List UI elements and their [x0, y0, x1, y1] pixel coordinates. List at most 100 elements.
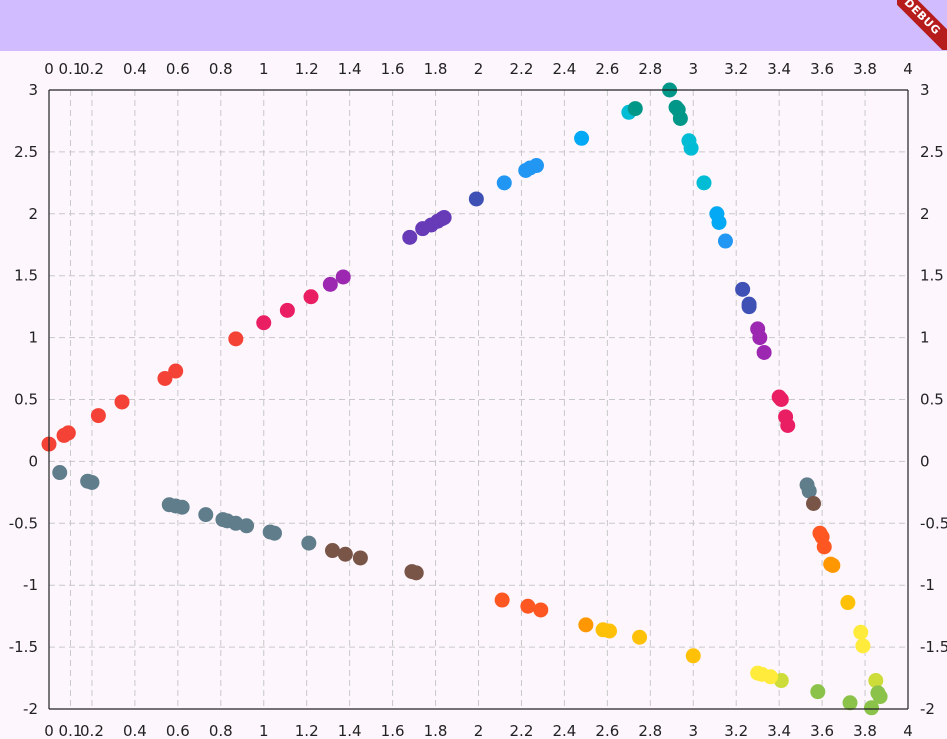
y-tick-label-left: 2.5	[14, 143, 38, 161]
y-tick-label-right: 2	[920, 205, 930, 223]
x-tick-label-top: 3.8	[853, 60, 877, 78]
x-tick-label-bottom: 0.1	[59, 722, 83, 739]
x-tick-label-bottom: 0	[44, 722, 54, 739]
scatter-point	[436, 210, 452, 226]
y-tick-label-right: 1	[920, 329, 930, 347]
scatter-point	[578, 617, 594, 633]
x-tick-label-top: 0.4	[123, 60, 147, 78]
scatter-point	[161, 497, 177, 513]
y-tick-label-left: -1.5	[9, 638, 38, 656]
x-tick-label-bottom: 1.8	[424, 722, 448, 739]
x-tick-label-bottom: 0.8	[209, 722, 233, 739]
scatter-point	[52, 465, 68, 481]
x-tick-label-top: 0.2	[80, 60, 104, 78]
scatter-point	[855, 638, 871, 654]
scatter-point	[750, 665, 766, 681]
x-tick-label-top: 1.6	[381, 60, 405, 78]
scatter-point	[520, 598, 536, 614]
scatter-point	[840, 595, 856, 611]
y-tick-label-left: 1.5	[14, 267, 38, 285]
scatter-point	[696, 175, 712, 191]
scatter-point	[735, 281, 751, 297]
scatter-point	[574, 130, 590, 146]
x-tick-label-bottom: 2.2	[510, 722, 534, 739]
y-tick-label-right: 3	[920, 81, 930, 99]
scatter-point	[335, 269, 351, 285]
scatter-point	[810, 684, 826, 700]
x-tick-label-bottom: 0.6	[166, 722, 190, 739]
scatter-point	[780, 417, 796, 433]
x-tick-label-bottom: 1.2	[295, 722, 319, 739]
x-tick-label-top: 2.8	[638, 60, 662, 78]
y-tick-label-left: 3	[28, 81, 38, 99]
y-tick-label-left: 1	[28, 329, 38, 347]
scatter-point	[404, 564, 420, 580]
scatter-point	[303, 289, 319, 305]
scatter-point	[352, 550, 368, 566]
scatter-point	[324, 543, 340, 559]
scatter-point	[627, 101, 643, 117]
scatter-point	[468, 191, 484, 207]
scatter-point	[601, 623, 617, 639]
y-tick-label-right: 2.5	[920, 143, 944, 161]
x-tick-label-bottom: 3.4	[767, 722, 791, 739]
data-points	[41, 82, 888, 716]
y-tick-label-left: -0.5	[9, 514, 38, 532]
y-tick-label-left: 0.5	[14, 391, 38, 409]
y-tick-label-left: -1	[23, 576, 38, 594]
scatter-point	[756, 344, 772, 360]
scatter-point	[806, 495, 822, 511]
scatter-point	[157, 370, 173, 386]
x-tick-label-top: 3.4	[767, 60, 791, 78]
scatter-point	[717, 233, 733, 249]
x-tick-label-top: 1.2	[295, 60, 319, 78]
y-tick-label-right: -0.5	[920, 514, 947, 532]
x-tick-label-top: 0.6	[166, 60, 190, 78]
x-tick-label-bottom: 2.6	[595, 722, 619, 739]
x-tick-label-bottom: 3.6	[810, 722, 834, 739]
y-tick-label-right: 1.5	[920, 267, 944, 285]
x-tick-label-top: 0.1	[59, 60, 83, 78]
x-tick-label-top: 3	[688, 60, 698, 78]
x-tick-label-top: 2.2	[510, 60, 534, 78]
scatter-point	[262, 524, 278, 540]
x-tick-label-top: 0.8	[209, 60, 233, 78]
scatter-point	[868, 673, 884, 689]
y-tick-label-right: -1.5	[920, 638, 947, 656]
scatter-point	[632, 629, 648, 645]
x-tick-label-bottom: 3.8	[853, 722, 877, 739]
x-tick-label-top: 2	[474, 60, 484, 78]
scatter-point	[752, 330, 768, 346]
tick-labels: 000.10.10.20.20.40.40.60.60.80.8111.21.2…	[9, 60, 947, 739]
scatter-point	[322, 276, 338, 292]
y-tick-label-left: 0	[28, 452, 38, 470]
scatter-point	[496, 175, 512, 191]
plot-border	[48, 89, 909, 710]
scatter-point	[402, 229, 418, 245]
x-tick-label-top: 0	[44, 60, 54, 78]
x-tick-label-bottom: 0.4	[123, 722, 147, 739]
scatter-point	[825, 557, 841, 573]
scatter-point	[773, 392, 789, 407]
x-tick-label-bottom: 1	[259, 722, 269, 739]
x-tick-label-bottom: 1.4	[338, 722, 362, 739]
scatter-point	[863, 700, 879, 716]
y-tick-label-left: 2	[28, 205, 38, 223]
scatter-point	[683, 140, 699, 156]
scatter-point	[741, 296, 757, 312]
scatter-point	[80, 473, 96, 489]
scatter-point	[685, 648, 701, 664]
scatter-point	[872, 689, 888, 705]
y-tick-label-right: 0	[920, 452, 930, 470]
scatter-point	[90, 408, 106, 424]
y-tick-label-right: 0.5	[920, 391, 944, 409]
x-tick-label-top: 1.4	[338, 60, 362, 78]
x-tick-label-bottom: 3	[688, 722, 698, 739]
y-tick-label-right: -1	[920, 576, 935, 594]
x-tick-label-bottom: 2	[474, 722, 484, 739]
scatter-point	[528, 158, 544, 174]
x-tick-label-top: 2.4	[552, 60, 576, 78]
scatter-point	[337, 546, 353, 562]
x-tick-label-bottom: 2.8	[638, 722, 662, 739]
